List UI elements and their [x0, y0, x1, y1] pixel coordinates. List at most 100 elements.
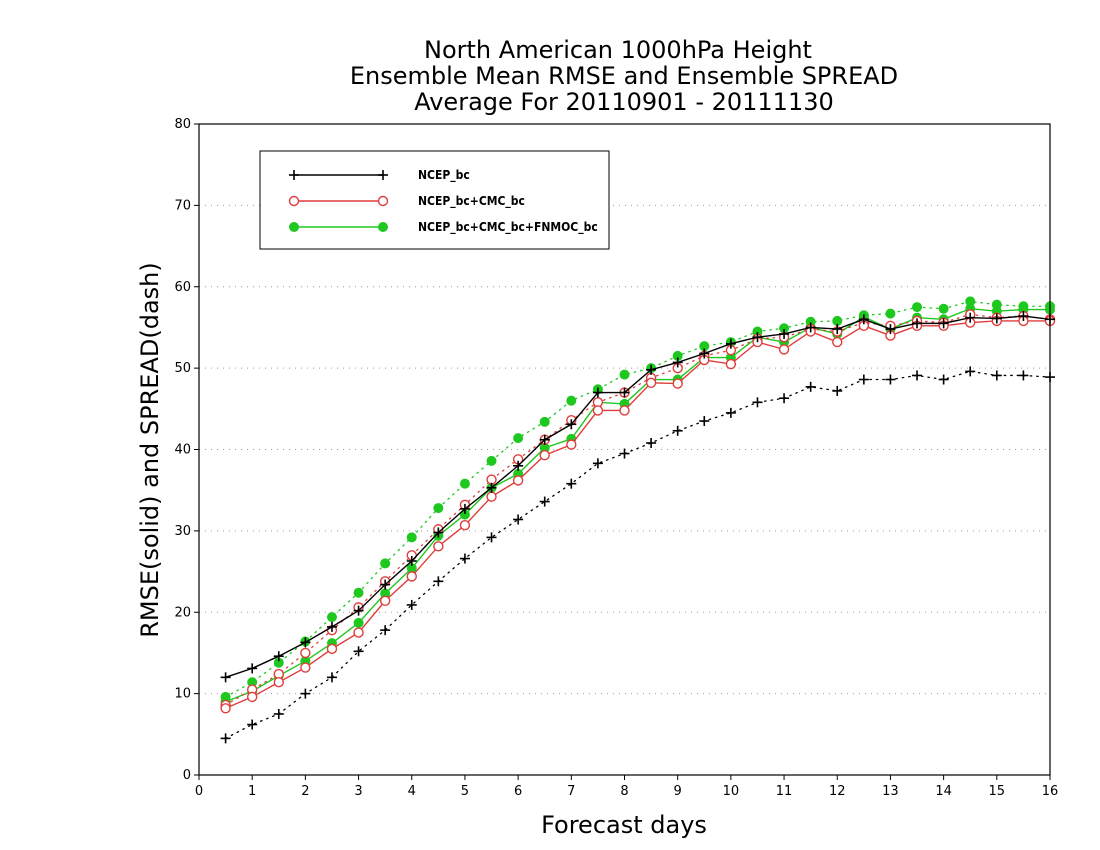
- rmse-point: [778, 344, 790, 355]
- rmse-point: [725, 358, 737, 370]
- legend-item-NCEP_bc+CMC_bc: NCEP_bc+CMC_bc: [288, 194, 525, 209]
- x-tick-label: 7: [567, 784, 575, 799]
- rmse-point: [699, 348, 710, 359]
- rmse-point: [513, 460, 524, 471]
- rmse-line: [225, 315, 1051, 679]
- rmse-point: [326, 643, 338, 655]
- legend-marker: [289, 170, 299, 180]
- rmse-point: [619, 387, 630, 398]
- spread-point: [619, 369, 630, 380]
- spread-point: [406, 532, 417, 543]
- rmse-point: [566, 439, 577, 450]
- rmse-point: [246, 691, 258, 703]
- spread-line: [224, 370, 1051, 740]
- legend: NCEP_bc NCEP_bc+CMC_bc NCEP_bc+CMC_bc+FNMO…: [259, 150, 610, 250]
- spread-point: [938, 303, 949, 314]
- legend-marker: [378, 222, 388, 232]
- spread-point: [566, 395, 577, 406]
- y-tick-label: 80: [174, 117, 191, 132]
- rmse-point: [300, 662, 311, 673]
- rmse-point: [379, 595, 391, 607]
- spread-point: [965, 366, 976, 377]
- x-tick-label: 8: [620, 784, 628, 799]
- spread-point: [725, 407, 736, 418]
- y-tick-label: 70: [174, 198, 191, 213]
- rmse-point: [832, 336, 843, 348]
- spread-line: [224, 313, 1051, 706]
- title-line-3: Average For 20110901 - 20111130: [414, 88, 834, 116]
- spread-point: [353, 587, 364, 598]
- spread-point: [1018, 370, 1029, 381]
- rmse-point: [592, 387, 603, 398]
- series-layer: [220, 296, 1056, 744]
- y-tick-label: 10: [174, 687, 191, 702]
- rmse-point: [645, 377, 657, 388]
- spread-point: [752, 397, 763, 408]
- rmse-point: [725, 338, 736, 349]
- chart-title: North American 1000hPa Height Ensemble M…: [350, 36, 898, 116]
- spread-point: [326, 612, 337, 623]
- rmse-point: [832, 324, 843, 335]
- spread-point: [539, 416, 550, 427]
- spread-point: [459, 553, 470, 564]
- series-NCEP_bc: [220, 311, 1055, 744]
- rmse-point: [672, 357, 683, 368]
- x-tick-label: 16: [1042, 784, 1059, 799]
- rmse-point: [406, 571, 417, 582]
- rmse-point: [672, 378, 683, 389]
- y-tick-label: 20: [174, 605, 191, 620]
- y-tick-label: 0: [183, 768, 191, 783]
- spread-point: [300, 647, 311, 659]
- rmse-point: [486, 491, 497, 502]
- x-axis-label: Forecast days: [541, 811, 707, 839]
- x-tick-label: 4: [408, 784, 416, 799]
- rmse-point: [566, 419, 577, 430]
- x-tick-label: 9: [674, 784, 682, 799]
- x-tick-label: 13: [882, 784, 899, 799]
- spread-point: [912, 302, 923, 313]
- legend-marker: [377, 195, 389, 207]
- rmse-point: [459, 519, 471, 531]
- rmse-point: [353, 605, 364, 616]
- legend-item-NCEP_bc+CMC_bc+FNMOC_bc: NCEP_bc+CMC_bc+FNMOC_bc: [289, 220, 598, 235]
- legend-marker: [378, 170, 388, 180]
- rmse-point: [938, 318, 949, 329]
- spread-point: [433, 576, 444, 587]
- x-tick-label: 6: [514, 784, 522, 799]
- rmse-point: [433, 541, 444, 552]
- spread-point: [858, 374, 869, 385]
- rmse-point: [991, 313, 1002, 324]
- rmse-point: [486, 482, 497, 493]
- rmse-point: [300, 637, 311, 648]
- title-line-2: Ensemble Mean RMSE and Ensemble SPREAD: [350, 62, 898, 90]
- rmse-point: [752, 332, 763, 343]
- x-tick-label: 15: [989, 784, 1006, 799]
- spread-point: [832, 385, 843, 396]
- spread-point: [486, 532, 497, 543]
- y-axis: 0 10 20 30 40 50 60 70 80: [174, 117, 199, 783]
- spread-point: [353, 646, 364, 657]
- spread-point: [672, 425, 683, 436]
- spread-point: [566, 478, 577, 489]
- x-axis: 0 1 2 3 4 5 6 7 8 9 10 11 12 13 14 15 16: [195, 775, 1058, 799]
- rmse-point: [912, 318, 923, 329]
- spread-point: [220, 733, 231, 744]
- y-tick-label: 60: [174, 280, 191, 295]
- y-tick-label: 40: [174, 443, 191, 458]
- spread-point: [380, 558, 391, 569]
- legend-label: NCEP_bc+CMC_bc: [418, 194, 525, 209]
- rmse-point: [779, 328, 790, 339]
- x-tick-label: 11: [776, 784, 793, 799]
- rmse-point: [459, 503, 470, 514]
- y-tick-label: 50: [174, 361, 191, 376]
- series-NCEP_bc+CMC_bc: [220, 309, 1056, 714]
- legend-label: NCEP_bc+CMC_bc+FNMOC_bc: [418, 220, 598, 235]
- legend-marker: [289, 222, 299, 232]
- x-tick-label: 0: [195, 784, 203, 799]
- rmse-point: [619, 405, 630, 416]
- rmse-point: [406, 555, 417, 566]
- spread-point: [539, 496, 550, 507]
- rmse-point: [380, 579, 391, 590]
- spread-point: [513, 433, 524, 444]
